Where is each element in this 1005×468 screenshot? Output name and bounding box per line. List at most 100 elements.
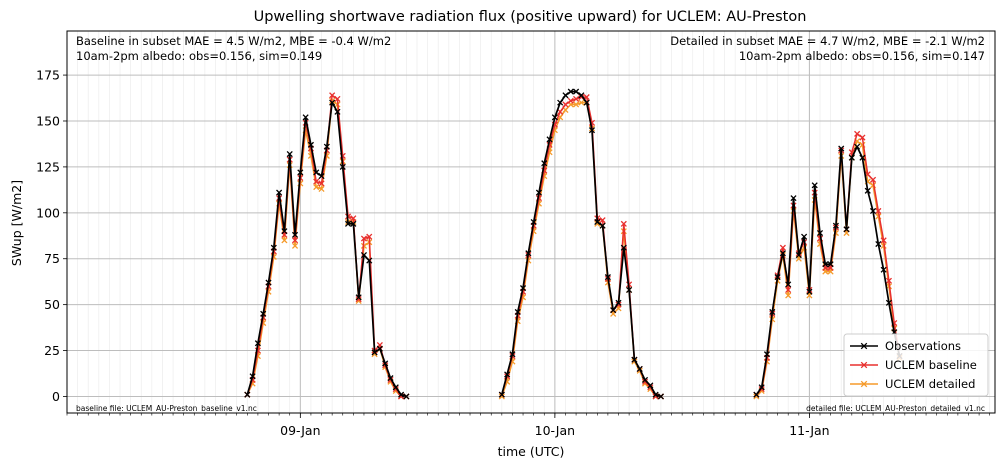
data-point <box>875 207 882 215</box>
data-point <box>562 106 569 114</box>
data-point <box>297 169 304 176</box>
data-point <box>594 218 601 226</box>
data-point <box>360 235 368 242</box>
data-point <box>260 310 267 317</box>
legend-label: UCLEM baseline <box>885 358 977 372</box>
baseline-file-text: baseline file: UCLEM_AU-Preston_baseline… <box>76 404 257 413</box>
series-line <box>755 145 901 396</box>
baseline-albedo-text: 10am-2pm albedo: obs=0.156, sim=0.149 <box>76 49 322 63</box>
data-point <box>657 393 664 400</box>
data-point <box>519 285 527 292</box>
data-point <box>774 274 781 281</box>
data-point <box>366 257 373 264</box>
data-point <box>620 220 627 227</box>
data-point <box>880 266 887 273</box>
data-point <box>557 99 564 106</box>
data-point <box>652 391 659 398</box>
data-point <box>254 340 261 347</box>
data-point <box>822 261 829 268</box>
data-point <box>270 244 277 251</box>
data-point <box>758 384 765 391</box>
data-point <box>573 101 580 108</box>
y-tick-label: 150 <box>36 113 60 128</box>
data-point <box>504 371 511 378</box>
data-point <box>318 185 325 193</box>
series-uclem-detailed <box>244 97 903 400</box>
data-point <box>530 218 537 226</box>
data-point <box>318 180 325 187</box>
data-point <box>779 250 786 257</box>
chart-title: Upwelling shortwave radiation flux (posi… <box>254 9 807 25</box>
baseline-stats-text: Baseline in subset MAE = 4.5 W/m2, MBE =… <box>76 34 391 48</box>
data-point <box>339 163 346 170</box>
detailed-albedo-text: 10am-2pm albedo: obs=0.156, sim=0.147 <box>739 49 985 63</box>
data-point <box>360 251 368 259</box>
data-point <box>286 150 293 158</box>
data-point <box>525 250 532 257</box>
data-point <box>318 173 325 180</box>
data-point <box>562 101 569 108</box>
series-observations <box>244 88 903 400</box>
data-point <box>551 114 558 121</box>
data-point <box>281 228 288 235</box>
data-point <box>366 233 373 240</box>
legend-label: UCLEM detailed <box>885 377 975 391</box>
data-point <box>785 286 792 294</box>
legend-label: Observations <box>885 339 961 353</box>
data-point <box>509 351 516 358</box>
data-point <box>291 237 299 244</box>
data-point <box>610 307 617 314</box>
y-tick-label: 175 <box>36 68 60 83</box>
y-tick-label: 0 <box>52 389 60 404</box>
data-point <box>323 143 330 150</box>
series-uclem-baseline <box>244 92 903 400</box>
y-tick-label: 100 <box>36 205 60 220</box>
data-point <box>599 217 606 224</box>
data-point <box>869 207 877 215</box>
data-point <box>355 294 362 301</box>
y-axis-label: SWup [W/m2] <box>9 180 24 266</box>
data-point <box>763 351 771 358</box>
data-point <box>307 141 314 148</box>
data-point <box>769 308 776 316</box>
data-point <box>594 220 601 227</box>
data-point <box>291 231 299 238</box>
x-tick-label: 11-Jan <box>789 423 829 438</box>
detailed-stats-text: Detailed in subset MAE = 4.7 W/m2, MBE =… <box>670 34 985 48</box>
data-point <box>854 130 861 137</box>
data-point <box>334 95 341 103</box>
data-point <box>313 169 320 176</box>
series-line <box>501 96 661 398</box>
axes: 0 25 50 75 100 125 150 175 09-Jan 10-Jan 11-Jan <box>36 68 990 438</box>
data-point <box>795 251 802 259</box>
data-point <box>562 92 569 99</box>
data-point <box>864 187 871 194</box>
data-point <box>869 176 877 183</box>
data-point <box>535 189 543 196</box>
legend-marker <box>860 380 868 388</box>
data-point <box>620 244 627 251</box>
data-point <box>557 108 564 115</box>
series-line <box>501 101 661 398</box>
data-point <box>403 393 410 400</box>
data-point <box>641 376 649 384</box>
data-point <box>567 88 574 95</box>
legend-marker <box>860 342 868 350</box>
data-point <box>276 189 283 196</box>
data-point <box>753 391 760 398</box>
data-point <box>641 378 649 385</box>
data-point <box>880 237 887 244</box>
x-axis-label: time (UTC) <box>498 444 565 459</box>
data-point <box>790 195 797 202</box>
data-point <box>392 384 399 391</box>
data-point <box>334 108 341 115</box>
data-point <box>329 99 336 106</box>
data-point <box>583 99 590 106</box>
x-tick-label: 09-Jan <box>280 423 320 438</box>
data-point <box>350 215 357 222</box>
data-point <box>854 143 861 150</box>
data-point <box>329 92 336 99</box>
legend-entry-uclem-baseline: UCLEM baseline <box>850 358 977 372</box>
data-point <box>785 281 792 288</box>
data-point <box>832 222 839 229</box>
